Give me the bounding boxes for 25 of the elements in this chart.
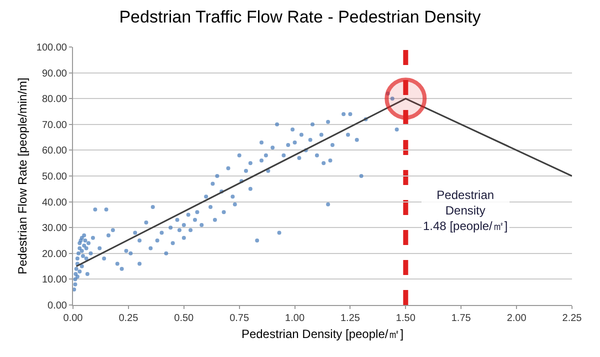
annotation: Pedestrian Density 1.48 [people/㎡] (423, 188, 508, 234)
y-tick-label: 0.00 (48, 300, 68, 312)
x-tick-label: 2.25 (562, 313, 582, 324)
x-tick-label: 0.50 (174, 313, 194, 324)
x-tick-label: 1.00 (285, 313, 305, 324)
x-tick-label: 0.00 (63, 313, 84, 324)
y-tick-label: 40.00 (42, 197, 68, 208)
y-tick-label: 100.00 (36, 42, 68, 54)
y-tick-label: 20.00 (42, 248, 68, 260)
y-tick-label: 10.00 (42, 274, 68, 286)
y-tick-label: 70.00 (42, 120, 68, 131)
y-tick-label: 50.00 (42, 172, 68, 182)
chart-title: Pedstrian Traffic Flow Rate - Pedestrian Density (119, 8, 482, 27)
y-axis-title: Pedestrian Flow Rate [people/min/m] (16, 78, 30, 274)
y-tick-label: 60.00 (42, 146, 68, 157)
x-tick-label: 0.25 (118, 313, 139, 324)
x-tick-label: 1.50 (396, 313, 416, 324)
x-tick-label: 1.75 (451, 313, 472, 324)
x-tick-label: 1.25 (340, 313, 360, 324)
x-axis-title: Pedestrian Density [people/㎡] (241, 326, 404, 341)
y-tick-label: 80.00 (42, 94, 68, 106)
x-tick-label: 2.00 (506, 313, 527, 324)
x-tick-label: 0.75 (230, 313, 250, 324)
y-tick-label: 30.00 (42, 223, 68, 234)
y-tick-label: 90.00 (42, 68, 68, 80)
